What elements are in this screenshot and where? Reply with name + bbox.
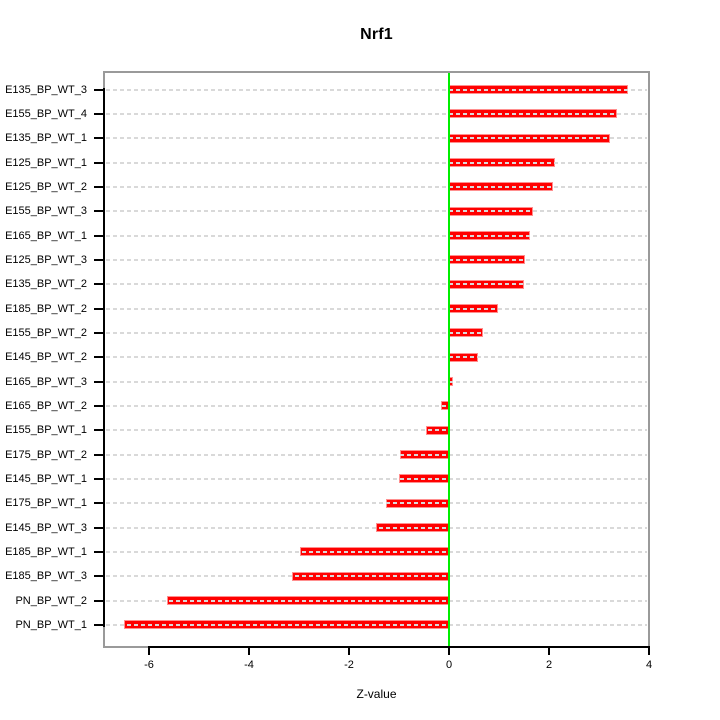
x-tick-label: -2	[344, 659, 354, 671]
x-axis-label: Z-value	[356, 687, 397, 701]
y-tick	[94, 477, 104, 480]
y-tick	[94, 258, 104, 261]
grid-line	[106, 453, 647, 456]
category-label: E185_BP_WT_2	[5, 302, 87, 315]
y-tick	[94, 599, 104, 602]
x-tick	[648, 647, 650, 655]
y-tick	[94, 429, 104, 432]
x-tick-label: -4	[244, 659, 254, 671]
grid-line	[106, 623, 647, 626]
grid-line	[106, 502, 647, 505]
category-label: E145_BP_WT_2	[5, 351, 87, 364]
category-label: PN_BP_WT_1	[15, 618, 87, 631]
y-tick	[94, 502, 104, 505]
category-label: E175_BP_WT_2	[5, 448, 87, 461]
category-label: E135_BP_WT_2	[5, 278, 87, 291]
zero-line	[448, 73, 450, 646]
category-label: E165_BP_WT_1	[5, 229, 87, 242]
grid-line	[106, 429, 647, 432]
grid-line	[106, 161, 647, 164]
grid-line	[106, 210, 647, 213]
category-label: PN_BP_WT_2	[15, 594, 87, 607]
y-tick	[94, 356, 104, 359]
y-tick	[94, 380, 104, 383]
y-tick	[94, 331, 104, 334]
grid-line	[106, 234, 647, 237]
category-label: E155_BP_WT_3	[5, 205, 87, 218]
grid-line	[106, 380, 647, 383]
category-label: E145_BP_WT_1	[5, 472, 87, 485]
y-tick	[94, 307, 104, 310]
category-label: E125_BP_WT_2	[5, 180, 87, 193]
grid-line	[106, 526, 647, 529]
category-label: E125_BP_WT_1	[5, 156, 87, 169]
x-tick-label: -6	[144, 659, 154, 671]
grid-line	[106, 88, 647, 91]
category-label: E185_BP_WT_1	[5, 545, 87, 558]
grid-line	[106, 356, 647, 359]
x-tick	[448, 647, 450, 655]
category-label: E165_BP_WT_2	[5, 399, 87, 412]
y-tick	[94, 161, 104, 164]
grid-line	[106, 575, 647, 578]
y-tick	[94, 623, 104, 626]
grid-line	[106, 599, 647, 602]
category-label: E165_BP_WT_3	[5, 375, 87, 388]
grid-line	[106, 258, 647, 261]
x-tick-label: 4	[645, 659, 653, 671]
grid-line	[106, 185, 647, 188]
y-tick	[94, 210, 104, 213]
category-label: E175_BP_WT_1	[5, 497, 87, 510]
y-tick	[94, 234, 104, 237]
y-tick	[94, 185, 104, 188]
y-tick	[94, 404, 104, 407]
x-tick	[248, 647, 250, 655]
x-axis-line	[148, 646, 650, 648]
y-tick	[94, 283, 104, 286]
category-label: E125_BP_WT_3	[5, 253, 87, 266]
x-tick-label: 2	[545, 659, 553, 671]
y-tick	[94, 137, 104, 140]
plot-box	[103, 71, 650, 648]
category-label: E135_BP_WT_3	[5, 83, 87, 96]
x-tick	[548, 647, 550, 655]
category-label: E155_BP_WT_1	[5, 424, 87, 437]
grid-line	[106, 477, 647, 480]
y-tick	[94, 112, 104, 115]
x-tick	[148, 647, 150, 655]
grid-line	[106, 550, 647, 553]
category-label: E145_BP_WT_3	[5, 521, 87, 534]
y-tick	[94, 550, 104, 553]
category-label: E135_BP_WT_1	[5, 132, 87, 145]
grid-line	[106, 404, 647, 407]
grid-line	[106, 331, 647, 334]
x-tick-label: 0	[445, 659, 453, 671]
y-tick	[94, 453, 104, 456]
y-tick	[94, 88, 104, 91]
chart-title: Nrf1	[360, 26, 393, 43]
grid-line	[106, 137, 647, 140]
grid-line	[106, 283, 647, 286]
category-label: E155_BP_WT_4	[5, 107, 87, 120]
y-tick	[94, 575, 104, 578]
x-tick	[348, 647, 350, 655]
y-tick	[94, 526, 104, 529]
category-label: E185_BP_WT_3	[5, 570, 87, 583]
grid-line	[106, 112, 647, 115]
grid-line	[106, 307, 647, 310]
category-label: E155_BP_WT_2	[5, 326, 87, 339]
